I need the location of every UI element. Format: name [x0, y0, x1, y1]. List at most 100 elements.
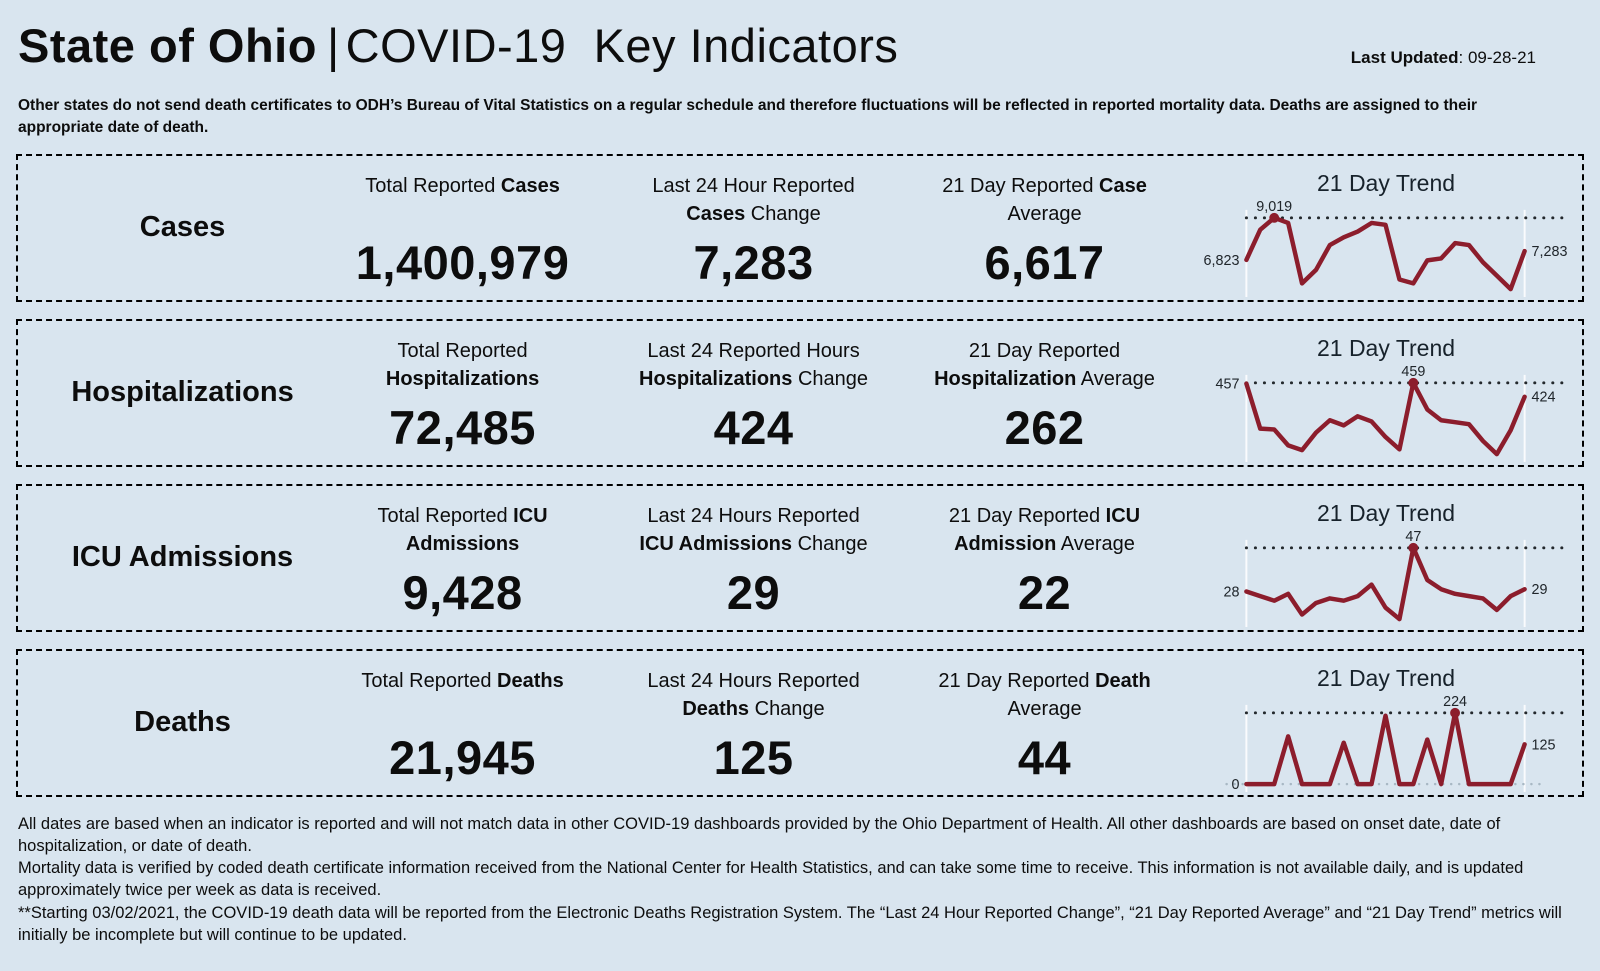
indicator-row-icu-admissions: ICU Admissions Total Reported ICU Admissi…: [16, 483, 1584, 632]
last-updated-value: 09-28-21: [1467, 48, 1536, 67]
last-updated: Last Updated: 09-28-21: [1350, 48, 1536, 67]
metric-heading-line: Admissions: [405, 532, 520, 555]
metric-24h-change: Last 24 Hours Reported Deaths Change 125: [608, 651, 899, 795]
metric-heading-line: Total Reported: [397, 339, 528, 362]
metric-heading-line: Total Reported Deaths: [361, 669, 564, 692]
metric-value: 424: [713, 400, 794, 454]
metric-value: 29: [726, 565, 781, 619]
metric-heading: Last 24 Hours Reported Deaths Change: [647, 668, 859, 728]
trend-cell: 21 Day Trend 0 224 125: [1190, 651, 1582, 795]
metric-heading-line: 21 Day Reported Case: [942, 174, 1147, 197]
trend-line: [1244, 380, 1527, 457]
indicator-row-hospitalizations: Hospitalizations Total Reported Hospitali…: [16, 318, 1584, 467]
metric-heading-line: Deaths Change: [682, 697, 825, 720]
metric-heading-line: 21 Day Reported ICU: [948, 504, 1141, 527]
metric-heading: 21 Day Reported Hospitalization Average: [934, 338, 1155, 398]
metric-21day-average: 21 Day Reported Case Average 6,617: [899, 156, 1190, 300]
metric-value: 262: [1004, 400, 1085, 454]
trend-peak-label: 9,019: [1256, 199, 1292, 215]
trend-peak-label: 459: [1401, 364, 1425, 380]
metric-heading-line: Cases Change: [686, 202, 821, 225]
metric-heading-line: Total Reported Cases: [365, 174, 560, 197]
trend-cell: 21 Day Trend 457 459 424: [1190, 321, 1582, 465]
row-label: Cases: [139, 211, 226, 244]
trend-cell: 21 Day Trend 6,823 9,019 7,283: [1190, 156, 1582, 300]
trend-line: [1244, 215, 1527, 292]
metric-heading: 21 Day Reported ICU Admission Average: [949, 503, 1140, 563]
trend-end-label: 29: [1532, 582, 1548, 598]
metric-heading-line: Last 24 Reported Hours: [647, 339, 860, 362]
indicator-row-cases: Cases Total Reported Cases 1,400,979 Las…: [16, 153, 1584, 302]
metric-total: Total Reported Deaths 21,945: [317, 651, 608, 795]
trend-start-label: 457: [1216, 376, 1240, 392]
metric-heading: Total Reported Deaths: [361, 668, 563, 728]
last-updated-label: Last Updated: [1350, 48, 1459, 67]
row-label: Deaths: [134, 706, 231, 739]
metric-value: 7,283: [693, 235, 814, 289]
metric-heading-line: Hospitalization Average: [934, 367, 1155, 390]
page-title-subject: COVID-19 Key Indicators: [345, 19, 899, 72]
metric-21day-average: 21 Day Reported Hospitalization Average 2…: [899, 321, 1190, 465]
trend-end-label: 125: [1532, 737, 1556, 753]
trend-title: 21 Day Trend: [1316, 169, 1456, 196]
trend-end-label: 7,283: [1532, 244, 1568, 260]
metric-value: 22: [1017, 565, 1072, 619]
metric-heading: Total Reported Cases: [365, 173, 560, 233]
trend-line: [1244, 545, 1527, 622]
trend-start-label: 6,823: [1204, 253, 1240, 269]
metric-heading-line: Last 24 Hours Reported: [647, 669, 860, 692]
footnote-reporting-dates: All dates are based when an indicator is…: [18, 814, 1501, 855]
trend-peak-dot: [1269, 212, 1280, 223]
metric-24h-change: Last 24 Reported Hours Hospitalizations C…: [608, 321, 899, 465]
trend-sparkline: 457 459 424: [1216, 364, 1566, 462]
metric-heading-line: Average: [1007, 202, 1082, 225]
indicator-rows: Cases Total Reported Cases 1,400,979 Las…: [16, 153, 1584, 797]
metric-heading-line: ICU Admissions Change: [639, 532, 868, 555]
trend-sparkline: 28 47 29: [1223, 529, 1566, 627]
metric-heading-line: 21 Day Reported: [968, 339, 1121, 362]
metric-total: Total Reported Cases 1,400,979: [317, 156, 608, 300]
trend-peak-dot: [1408, 377, 1419, 388]
metric-24h-change: Last 24 Hour Reported Cases Change 7,283: [608, 156, 899, 300]
metric-value: 21,945: [389, 730, 536, 784]
metric-total: Total Reported Hospitalizations 72,485: [317, 321, 608, 465]
trend-peak-label: 224: [1443, 694, 1467, 710]
row-label: ICU Admissions: [71, 541, 294, 574]
metric-heading: Last 24 Hour Reported Cases Change: [652, 173, 854, 233]
metric-value: 125: [713, 730, 794, 784]
metric-value: 72,485: [389, 400, 536, 454]
page-title-state: State of Ohio: [18, 19, 317, 72]
trend-sparkline: 0 224 125: [1225, 694, 1566, 793]
metric-21day-average: 21 Day Reported Death Average 44: [899, 651, 1190, 795]
metric-value: 6,617: [984, 235, 1105, 289]
metric-21day-average: 21 Day Reported ICU Admission Average 22: [899, 486, 1190, 630]
indicator-row-deaths: Deaths Total Reported Deaths 21,945 Last…: [16, 648, 1584, 797]
mortality-disclaimer: Other states do not send death certifica…: [18, 97, 1478, 137]
trend-peak-label: 47: [1405, 529, 1421, 545]
metric-heading: 21 Day Reported Death Average: [938, 668, 1150, 728]
metric-heading-line: Admission Average: [954, 532, 1135, 555]
footnote-edrs: **Starting 03/02/2021, the COVID-19 deat…: [18, 904, 1562, 944]
footnotes: All dates are based when an indicator is…: [18, 814, 1578, 947]
trend-peak-dot: [1408, 542, 1419, 553]
metric-heading-line: Last 24 Hour Reported: [652, 174, 855, 197]
page-title-separator: |: [326, 19, 340, 72]
metric-value: 9,428: [402, 565, 523, 619]
trend-title: 21 Day Trend: [1316, 499, 1456, 526]
metric-value: 44: [1017, 730, 1072, 784]
metric-heading-line: Last 24 Hours Reported: [647, 504, 860, 527]
metric-heading-line: 21 Day Reported Death: [938, 669, 1151, 692]
row-label: Hospitalizations: [71, 376, 294, 409]
page-title: State of Ohio | COVID-19 Key Indicators: [18, 18, 898, 73]
metric-total: Total Reported ICU Admissions 9,428: [317, 486, 608, 630]
footnote-mortality-verification: Mortality data is verified by coded deat…: [18, 859, 1524, 900]
metric-heading-line: Hospitalizations Change: [639, 367, 869, 390]
dashboard: State of Ohio | COVID-19 Key Indicators La…: [16, 18, 1584, 947]
trend-peak-dot: [1450, 707, 1461, 718]
metric-heading-line: Hospitalizations: [385, 367, 540, 390]
metric-heading: Last 24 Hours Reported ICU Admissions Cha…: [639, 503, 867, 563]
metric-heading-line: Total Reported ICU: [377, 504, 548, 527]
trend-end-label: 424: [1532, 390, 1556, 406]
trend-title: 21 Day Trend: [1316, 664, 1456, 691]
trend-start-label: 28: [1223, 584, 1239, 600]
